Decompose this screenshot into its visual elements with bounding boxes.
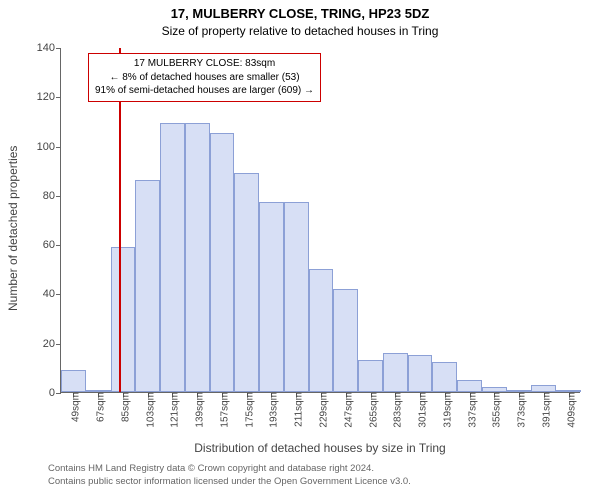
x-tick-label: 265sqm <box>362 392 379 428</box>
y-tick-mark <box>56 147 61 148</box>
y-tick-mark <box>56 48 61 49</box>
histogram-bar <box>185 123 210 392</box>
histogram-bar <box>259 202 284 392</box>
histogram-bar <box>284 202 309 392</box>
chart-container: 17, MULBERRY CLOSE, TRING, HP23 5DZ Size… <box>0 0 600 500</box>
x-tick-label: 319sqm <box>436 392 453 428</box>
histogram-bar <box>358 360 383 392</box>
y-tick-mark <box>56 245 61 246</box>
x-tick-label: 211sqm <box>288 392 305 427</box>
histogram-bar <box>408 355 433 392</box>
x-tick-label: 121sqm <box>164 392 181 428</box>
x-tick-label: 49sqm <box>65 392 82 422</box>
footnote-line: Contains public sector information licen… <box>48 476 411 487</box>
histogram-bar <box>432 362 457 392</box>
histogram-bar <box>309 269 334 392</box>
annotation-line: 91% of semi-detached houses are larger (… <box>95 84 314 98</box>
x-tick-label: 373sqm <box>511 392 528 428</box>
histogram-bar <box>61 370 86 392</box>
y-axis-label: Number of detached properties <box>6 145 20 310</box>
x-tick-label: 283sqm <box>387 392 404 428</box>
histogram-bar <box>383 353 408 392</box>
histogram-bar <box>160 123 185 392</box>
histogram-bar <box>135 180 160 392</box>
x-axis-label: Distribution of detached houses by size … <box>60 441 580 455</box>
x-tick-label: 85sqm <box>114 392 131 422</box>
chart-subtitle: Size of property relative to detached ho… <box>0 24 600 38</box>
annotation-line: ← 8% of detached houses are smaller (53) <box>95 71 314 85</box>
footnote-line: Contains HM Land Registry data © Crown c… <box>48 463 374 474</box>
x-tick-label: 391sqm <box>535 392 552 428</box>
histogram-bar <box>111 247 136 392</box>
x-tick-label: 193sqm <box>263 392 280 428</box>
y-tick-mark <box>56 393 61 394</box>
x-tick-label: 139sqm <box>189 392 206 428</box>
x-tick-label: 157sqm <box>213 392 230 428</box>
y-tick-mark <box>56 97 61 98</box>
histogram-bar <box>234 173 259 392</box>
histogram-bar <box>210 133 235 392</box>
y-tick-mark <box>56 294 61 295</box>
annotation-line: 17 MULBERRY CLOSE: 83sqm <box>95 57 314 71</box>
x-tick-label: 67sqm <box>90 392 107 422</box>
x-tick-label: 301sqm <box>412 392 429 428</box>
x-tick-label: 175sqm <box>238 392 255 428</box>
x-tick-label: 355sqm <box>486 392 503 428</box>
x-tick-label: 337sqm <box>461 392 478 428</box>
y-tick-mark <box>56 344 61 345</box>
histogram-bar <box>333 289 358 393</box>
x-tick-label: 409sqm <box>560 392 577 428</box>
annotation-box: 17 MULBERRY CLOSE: 83sqm← 8% of detached… <box>88 53 321 102</box>
x-tick-label: 229sqm <box>313 392 330 428</box>
chart-title: 17, MULBERRY CLOSE, TRING, HP23 5DZ <box>0 6 600 21</box>
x-tick-label: 247sqm <box>337 392 354 428</box>
x-tick-label: 103sqm <box>139 392 156 428</box>
histogram-bar <box>531 385 556 392</box>
histogram-bar <box>457 380 482 392</box>
y-tick-mark <box>56 196 61 197</box>
